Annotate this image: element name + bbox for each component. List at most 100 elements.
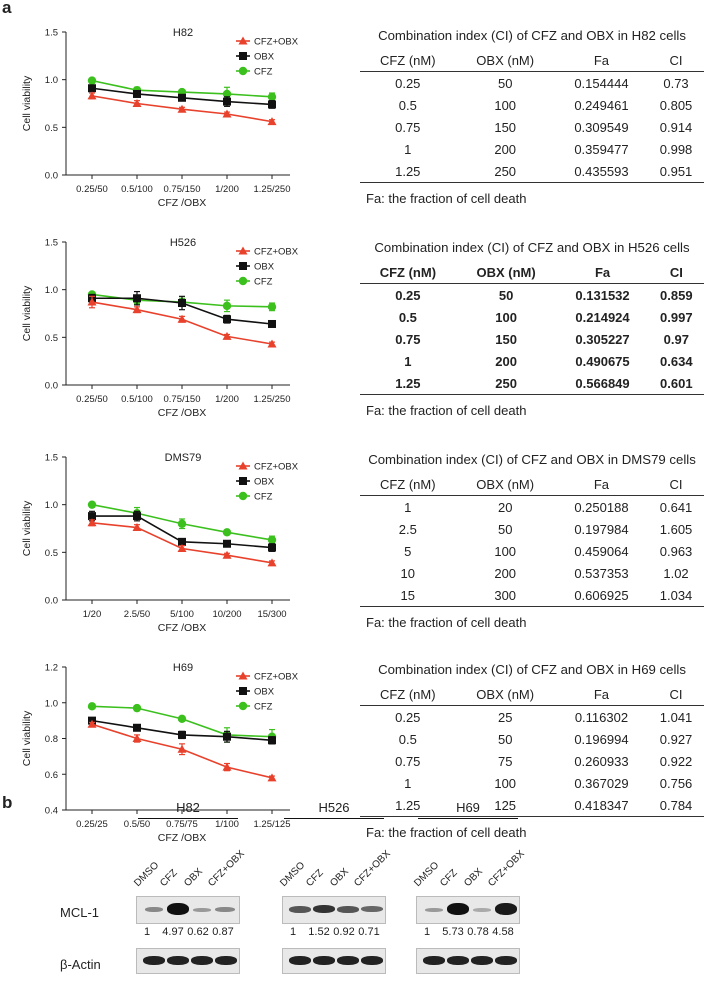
ci-table-h69: Combination index (CI) of CFZ and OBX in…	[360, 662, 704, 840]
ci-table-title: Combination index (CI) of CFZ and OBX in…	[368, 452, 696, 467]
cell: 0.805	[659, 97, 693, 113]
data-point	[87, 702, 97, 711]
cell: 0.25	[395, 75, 421, 91]
quant-value: 4.97	[162, 926, 184, 938]
legend-marker	[238, 276, 248, 286]
col-header: Fa	[593, 476, 610, 492]
cell: 0.459064	[574, 543, 629, 559]
quant-value: 0.92	[333, 926, 355, 938]
cell: 0.154444	[574, 75, 629, 91]
col-header: CI	[669, 476, 683, 492]
table-row: 0.75 150 0.309549 0.914	[360, 116, 704, 138]
y-axis-label: Cell viability	[21, 285, 33, 341]
y-tick-label: 0.0	[45, 381, 58, 392]
data-point	[133, 294, 141, 303]
data-point	[132, 99, 142, 107]
chart-h526-svg: 0.0 0.5 1.0 1.5 0.25/50 0.5/100 0.75/150 1/200 1…	[21, 237, 299, 419]
table-row: 10 200 0.537353 1.02	[360, 562, 704, 584]
band	[215, 907, 235, 912]
band	[425, 908, 443, 912]
blot-group-rule	[138, 818, 238, 819]
band	[361, 956, 383, 965]
table-row: 1 200 0.490675 0.634	[360, 350, 704, 372]
col-header: Fa	[593, 52, 610, 68]
band	[143, 956, 165, 965]
data-point	[222, 89, 232, 99]
data-point	[178, 730, 186, 739]
cell: 0.75	[395, 753, 421, 769]
cell: 1	[404, 775, 412, 791]
chart-title: H82	[173, 27, 193, 39]
cell: 0.998	[659, 141, 693, 157]
actin-row-label: β-Actin	[60, 957, 101, 972]
chart-title: DMS79	[165, 452, 202, 464]
blot-cell-line: H69	[456, 800, 480, 815]
lane-label: CFZ+OBX	[352, 848, 393, 889]
legend-label: OBX	[254, 477, 275, 488]
cell: 1	[404, 499, 412, 515]
table-row: 1.25 250 0.435593 0.951	[360, 160, 704, 183]
cell: 0.260933	[574, 753, 629, 769]
data-point	[267, 558, 277, 567]
cell: 0.75	[395, 331, 421, 347]
legend-marker	[238, 36, 248, 45]
y-tick-label: 1.5	[45, 238, 58, 249]
x-axis-label: CFZ /OBX	[158, 197, 206, 209]
data-point	[87, 719, 97, 728]
y-tick-label: 0.4	[45, 806, 58, 817]
data-point	[177, 744, 187, 753]
data-point	[222, 301, 232, 311]
legend-marker	[238, 461, 248, 470]
ci-table: CFZ (nM) OBX (nM) Fa CI 0.25 25 0.116302 1.…	[360, 683, 704, 817]
panel-label-a: a	[2, 0, 12, 17]
band	[447, 956, 469, 965]
cell: 100	[494, 97, 517, 113]
x-tick-label: 1.25/125	[254, 819, 291, 830]
chart-h526: 0.0 0.5 1.0 1.5 0.25/50 0.5/100 0.75/150 1/200 1…	[0, 230, 330, 425]
data-point	[223, 732, 231, 741]
legend-label: CFZ	[254, 277, 273, 288]
cell: 0.418347	[574, 797, 629, 813]
data-point	[177, 544, 187, 553]
x-tick-label: 2.5/50	[124, 609, 150, 620]
mcl1-row-label: MCL-1	[60, 905, 100, 920]
data-point	[268, 100, 276, 109]
band	[337, 906, 359, 913]
legend-label: CFZ	[254, 492, 273, 503]
legend-marker	[238, 246, 248, 255]
data-point	[267, 773, 277, 782]
legend-marker	[238, 66, 248, 76]
col-header: OBX (nM)	[476, 52, 535, 68]
legend-marker	[238, 491, 248, 501]
actin-blot	[136, 948, 240, 974]
cell: 0.490675	[575, 353, 630, 369]
col-header: OBX (nM)	[476, 264, 536, 280]
y-tick-label: 0.8	[45, 734, 58, 745]
chart-h69: 0.4 0.6 0.8 1.0 1.2 0.25/25 0.5/50 0.75/75 1/100…	[0, 655, 330, 850]
cell: 0.131532	[575, 287, 630, 303]
cell: 0.97	[663, 331, 689, 347]
cell: 20	[497, 499, 513, 515]
legend-label: CFZ+OBX	[254, 462, 299, 473]
data-point	[222, 109, 232, 118]
quant-value: 4.58	[492, 926, 514, 938]
cell: 0.73	[663, 75, 689, 91]
data-point	[133, 512, 141, 521]
cell: 0.5	[398, 309, 417, 325]
cell: 50	[497, 521, 513, 537]
data-point	[267, 117, 277, 126]
blot-cell-line: H526	[318, 800, 350, 815]
cell: 0.963	[659, 543, 693, 559]
cell: 5	[404, 543, 412, 559]
lane-label: OBX	[182, 866, 205, 889]
cell: 1.041	[659, 709, 693, 725]
x-tick-label: 1/200	[215, 394, 239, 405]
cell: 0.641	[659, 499, 693, 515]
x-tick-label: 1/200	[215, 184, 239, 195]
cell: 0.537353	[574, 565, 629, 581]
quant-value: 1	[143, 926, 151, 938]
data-point	[133, 89, 141, 98]
legend-label: CFZ+OBX	[254, 247, 299, 258]
band	[473, 908, 491, 912]
col-header: CFZ (nM)	[379, 52, 436, 68]
